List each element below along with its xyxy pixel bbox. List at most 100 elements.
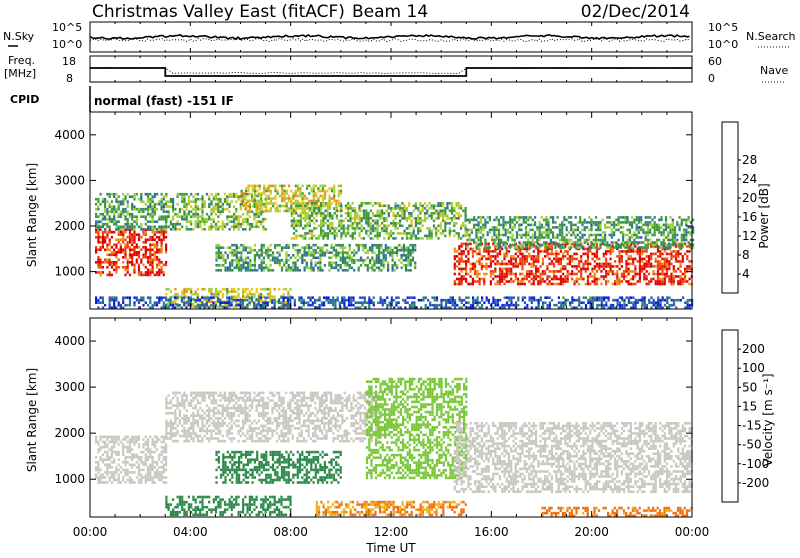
power-cell [357, 301, 359, 304]
power-cell [267, 251, 269, 254]
power-cell [460, 227, 462, 230]
power-cell [573, 253, 575, 256]
power-cell [242, 290, 244, 293]
power-cell [231, 288, 233, 291]
power-cell [502, 224, 504, 227]
power-cell [333, 267, 335, 270]
power-cell [426, 210, 428, 213]
power-cell [265, 202, 267, 205]
power-cell [616, 273, 618, 276]
power-cell [213, 226, 215, 229]
power-cell [579, 216, 581, 219]
power-cell [336, 215, 338, 218]
power-cell [347, 210, 349, 213]
power-cell [498, 239, 500, 242]
power-cell [633, 231, 635, 234]
power-cell [398, 301, 400, 304]
power-cell [506, 253, 508, 256]
power-cell [498, 219, 500, 222]
power-cell [325, 299, 327, 302]
power-cell [512, 265, 514, 268]
power-cell [188, 203, 190, 206]
power-cell [312, 304, 314, 307]
power-cell [461, 280, 463, 283]
power-cell [310, 269, 312, 272]
power-cell [683, 236, 685, 239]
power-cell [581, 229, 583, 232]
power-cell [111, 200, 113, 203]
power-cell [491, 239, 493, 242]
power-cell [206, 304, 208, 307]
power-cell [548, 229, 550, 232]
power-cell [659, 278, 661, 281]
power-cell [109, 261, 111, 264]
power-cell [319, 304, 321, 307]
power-cell [548, 226, 550, 229]
power-cell [115, 244, 117, 247]
power-cell [118, 239, 120, 242]
power-cell [354, 230, 356, 233]
power-cell [461, 270, 463, 273]
power-cell [681, 234, 683, 237]
power-cell [661, 270, 663, 273]
power-cell [642, 241, 644, 244]
power-cell [129, 236, 131, 239]
power-cell [478, 226, 480, 229]
power-cell [254, 269, 256, 272]
power-cell [222, 306, 224, 309]
power-cell [595, 236, 597, 239]
power-cell [508, 268, 510, 271]
power-cell [514, 216, 516, 219]
power-cell [131, 208, 133, 211]
power-cell [345, 217, 347, 220]
power-cell [340, 210, 342, 213]
power-cell [183, 213, 185, 216]
power-cell [325, 210, 327, 213]
power-cell [470, 270, 472, 273]
power-cell [97, 239, 99, 242]
power-cell [313, 205, 315, 208]
power-cell [407, 257, 409, 260]
power-cell [328, 251, 330, 254]
power-cell [254, 264, 256, 267]
power-cell [488, 258, 490, 261]
power-cell [549, 270, 551, 273]
power-cell [392, 220, 394, 223]
power-cell [492, 270, 494, 273]
power-cell [435, 210, 437, 213]
power-cell [118, 200, 120, 203]
power-cell [380, 259, 382, 262]
power-cell [334, 304, 336, 307]
power-cell [118, 251, 120, 254]
power-cell [603, 255, 605, 258]
power-cell [560, 263, 562, 266]
power-cell [368, 301, 370, 304]
power-cell [161, 271, 163, 274]
power-cell [304, 210, 306, 213]
power-cell [435, 205, 437, 208]
power-cell [487, 234, 489, 237]
power-cell [224, 259, 226, 262]
power-cell [165, 223, 167, 226]
power-cell [323, 304, 325, 307]
power-cell [498, 244, 500, 247]
power-cell [118, 195, 120, 198]
power-cell [140, 195, 142, 198]
power-cell [238, 293, 240, 296]
power-cell [111, 296, 113, 299]
power-cell [536, 226, 538, 229]
power-cell [512, 263, 514, 266]
power-cell [374, 215, 376, 218]
power-cell [285, 262, 287, 265]
power-cell [482, 216, 484, 219]
power-cell [279, 259, 281, 262]
power-cell [587, 260, 589, 263]
power-cell [224, 226, 226, 229]
power-cell [338, 222, 340, 225]
power-cell [127, 271, 129, 274]
power-cell [118, 205, 120, 208]
power-cell [343, 220, 345, 223]
power-cell [660, 219, 662, 222]
power-cell [417, 210, 419, 213]
power-cell [555, 260, 557, 263]
